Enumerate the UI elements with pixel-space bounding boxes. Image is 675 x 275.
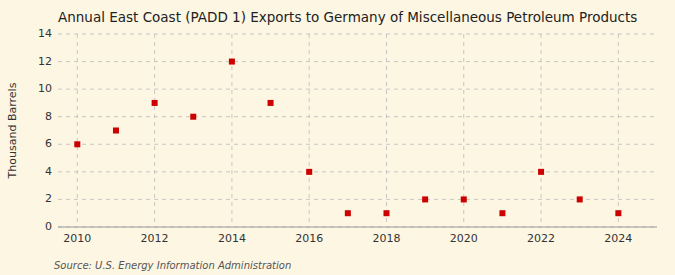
y-axis-label: Thousand Barrels — [6, 82, 19, 179]
point — [345, 210, 351, 216]
y-grid-line — [58, 89, 657, 90]
point — [268, 100, 274, 106]
x-tick-label: 2010 — [63, 232, 91, 245]
x-tick-label: 2018 — [372, 232, 400, 245]
y-tick-label: 4 — [45, 165, 52, 178]
background — [0, 0, 675, 275]
point — [152, 100, 158, 106]
point — [229, 59, 235, 65]
point — [499, 210, 505, 216]
points — [74, 59, 621, 217]
y-tick-label: 14 — [38, 27, 52, 40]
x-grid-line — [77, 34, 78, 227]
point — [538, 169, 544, 175]
x-grid-line — [618, 34, 619, 227]
x-tick-label: 2022 — [527, 232, 555, 245]
y-grid-line — [58, 227, 657, 228]
y-tick-label: 10 — [38, 82, 52, 95]
x-tick-label: 2014 — [218, 232, 246, 245]
point — [190, 114, 196, 120]
y-grid-line — [58, 199, 657, 200]
y-tick-label: 2 — [45, 192, 52, 205]
x-grid-line — [154, 34, 155, 227]
title: Annual East Coast (PADD 1) Exports to Ge… — [58, 9, 637, 25]
point — [461, 196, 467, 202]
y-grid-line — [58, 171, 657, 172]
point — [577, 196, 583, 202]
y-grid-line — [58, 116, 657, 117]
y-grid-line — [58, 144, 657, 145]
y-grid-line — [58, 61, 657, 62]
x-tick-label: 2016 — [295, 232, 323, 245]
axes: 0 2 4 6 8 10 12 14 2010 2012 2014 2016 2018 2020 2022 2… — [38, 27, 657, 245]
source-annotation: Source: U.S. Energy Information Administ… — [54, 260, 291, 271]
y-tick-label: 6 — [45, 137, 52, 150]
point — [306, 169, 312, 175]
y-grid-line — [58, 34, 657, 35]
x-tick-label: 2012 — [141, 232, 169, 245]
y-tick-label: 12 — [38, 55, 52, 68]
point — [113, 128, 119, 134]
x-tick-label: 2024 — [604, 232, 632, 245]
y-tick-label: 0 — [45, 220, 52, 233]
chart-container: 0 2 4 6 8 10 12 14 2010 2012 2014 2016 2018 2020 2022 2… — [0, 0, 675, 275]
chart-svg: 0 2 4 6 8 10 12 14 2010 2012 2014 2016 2018 2020 2022 2… — [0, 0, 675, 275]
point — [74, 141, 80, 147]
point — [615, 210, 621, 216]
x-grid-line — [541, 34, 542, 227]
x-axis-line — [58, 227, 657, 228]
grid — [58, 34, 657, 227]
point — [422, 196, 428, 202]
x-tick-label: 2020 — [450, 232, 478, 245]
x-grid-line — [309, 34, 310, 227]
x-grid-line — [386, 34, 387, 227]
y-tick-label: 8 — [45, 110, 52, 123]
point — [383, 210, 389, 216]
